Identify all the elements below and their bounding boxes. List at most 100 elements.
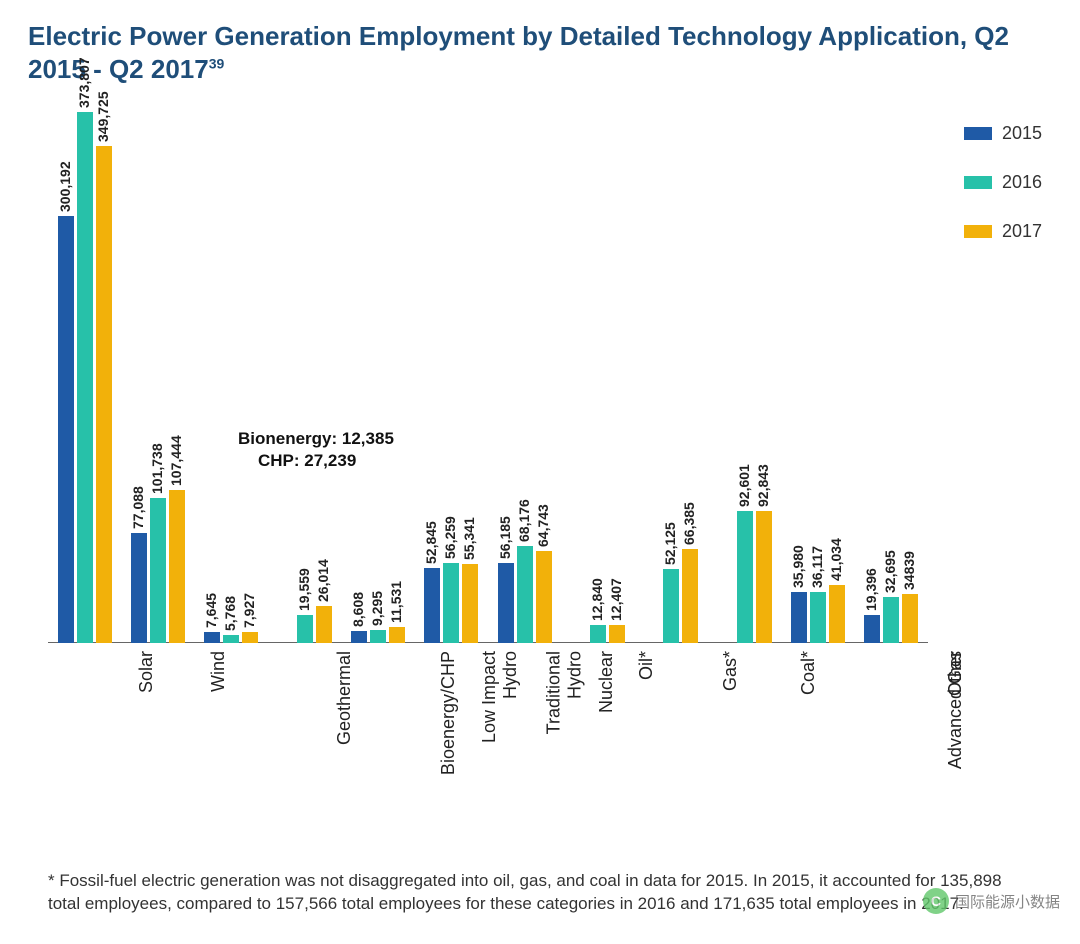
bar-value-label: 64,743 <box>535 504 551 547</box>
bar-value-label: 92,843 <box>755 464 771 507</box>
bar-value-label: 92,601 <box>736 465 752 508</box>
watermark-icon: C <box>923 888 949 914</box>
bar-value-label: 41,034 <box>828 538 844 581</box>
watermark-text: 国际能源小数据 <box>955 891 1060 912</box>
bar: 56,185 <box>498 563 514 643</box>
bar-value-label: 8,608 <box>350 592 366 627</box>
bar-value-label: 373,807 <box>76 57 92 108</box>
legend-label: 2017 <box>1002 221 1042 242</box>
bar-value-label: 26,014 <box>315 559 331 602</box>
bar: 7,645 <box>204 632 220 643</box>
bar: 12,407 <box>609 625 625 643</box>
bar-value-label: 19,396 <box>863 569 879 612</box>
bar-value-label: 11,531 <box>388 581 404 623</box>
bar-group: 35,98036,11741,034 <box>791 585 845 643</box>
bar: 373,807 <box>77 112 93 643</box>
bar-value-label: 68,176 <box>516 499 532 542</box>
legend-label: 2016 <box>1002 172 1042 193</box>
x-axis-category-label: Traditional Hydro <box>544 651 585 734</box>
bar: 92,843 <box>756 511 772 643</box>
bar-group: 56,18568,17664,743 <box>498 546 552 643</box>
chart-title: Electric Power Generation Employment by … <box>28 20 1052 85</box>
legend-label: 2015 <box>1002 123 1042 144</box>
bar: 35,980 <box>791 592 807 643</box>
bar-value-label: 34839 <box>901 551 917 590</box>
bar-value-label: 9,295 <box>369 591 385 626</box>
watermark: C 国际能源小数据 <box>923 888 1060 914</box>
bar-value-label: 5,768 <box>222 596 238 631</box>
bar-value-label: 56,185 <box>497 516 513 559</box>
bar-value-label: 52,845 <box>423 521 439 564</box>
bar: 349,725 <box>96 146 112 643</box>
bar-value-label: 300,192 <box>57 162 73 213</box>
bar-value-label: 56,259 <box>442 516 458 559</box>
bar-group: 92,60192,843 <box>718 511 772 643</box>
bar-group: 52,84556,25955,341 <box>424 563 478 643</box>
x-axis-labels: Solar Wind Geothermal Bioenergy/CHP Low Impa… <box>48 645 928 815</box>
bar: 5,768 <box>223 635 239 643</box>
x-axis-category-label: Low Impact Hydro <box>479 651 520 743</box>
bar: 9,295 <box>370 630 386 643</box>
bar-value-label: 36,117 <box>809 546 825 588</box>
bar-value-label: 35,980 <box>790 545 806 588</box>
bar: 11,531 <box>389 627 405 643</box>
bar-group: 52,12566,385 <box>644 549 698 643</box>
bar: 36,117 <box>810 592 826 643</box>
x-axis-category-label: Oil* <box>636 651 657 680</box>
bar: 8,608 <box>351 631 367 643</box>
x-axis-category-label: Bioenergy/CHP <box>438 651 459 775</box>
bar: 12,840 <box>590 625 606 643</box>
bar: 32,695 <box>883 597 899 643</box>
bar-value-label: 107,444 <box>168 436 184 487</box>
bar: 64,743 <box>536 551 552 643</box>
legend-swatch-2016 <box>964 176 992 189</box>
bar: 7,927 <box>242 632 258 643</box>
bar-value-label: 66,385 <box>681 502 697 545</box>
bar-group: 7,6455,7687,927 <box>204 632 258 643</box>
bar-group: 12,84012,407 <box>571 625 625 643</box>
bar-group: 8,6089,29511,531 <box>351 627 405 643</box>
bar-value-label: 32,695 <box>882 550 898 593</box>
x-axis-category-label: Wind <box>208 651 229 692</box>
bar: 19,559 <box>297 615 313 643</box>
footnote: * Fossil-fuel electric generation was no… <box>48 870 1030 916</box>
bar: 56,259 <box>443 563 459 643</box>
bar: 55,341 <box>462 564 478 643</box>
bar: 26,014 <box>316 606 332 643</box>
bar: 77,088 <box>131 533 147 643</box>
bar-group: 19,39632,69534839 <box>864 594 918 644</box>
chart-annotation: Bionenergy: 12,385 <box>238 429 394 449</box>
bar-value-label: 12,407 <box>608 579 624 622</box>
bar-value-label: 101,738 <box>149 444 165 495</box>
bar-group: 77,088101,738107,444 <box>131 490 185 643</box>
x-axis-category-label: Other <box>945 651 966 696</box>
bar: 68,176 <box>517 546 533 643</box>
x-axis-category-label: Coal* <box>798 651 819 695</box>
bar: 300,192 <box>58 216 74 643</box>
x-axis-category-label: Geothermal <box>334 651 355 745</box>
bar-value-label: 7,927 <box>241 593 257 628</box>
bar: 52,845 <box>424 568 440 643</box>
legend-item-2016: 2016 <box>964 172 1042 193</box>
bar: 107,444 <box>169 490 185 643</box>
bar-value-label: 52,125 <box>662 522 678 565</box>
bar-value-label: 19,559 <box>296 568 312 611</box>
bar-group: 19,55926,014 <box>278 606 332 643</box>
bar: 101,738 <box>150 498 166 643</box>
bar: 92,601 <box>737 511 753 643</box>
title-text: Electric Power Generation Employment by … <box>28 21 1009 84</box>
bar-value-label: 12,840 <box>589 578 605 621</box>
legend-item-2017: 2017 <box>964 221 1042 242</box>
chart-annotation: CHP: 27,239 <box>258 451 356 471</box>
bar-value-label: 7,645 <box>203 593 219 628</box>
bar: 34839 <box>902 594 918 644</box>
bar-value-label: 55,341 <box>461 518 477 561</box>
x-axis-category-label: Solar <box>136 651 157 693</box>
bar: 19,396 <box>864 615 880 643</box>
bar: 52,125 <box>663 569 679 643</box>
plot-area: 300,192373,807349,72577,088101,738107,44… <box>48 103 928 643</box>
legend: 2015 2016 2017 <box>964 123 1042 270</box>
bar-value-label: 349,725 <box>95 91 111 142</box>
legend-item-2015: 2015 <box>964 123 1042 144</box>
x-axis-category-label: Gas* <box>720 651 741 691</box>
